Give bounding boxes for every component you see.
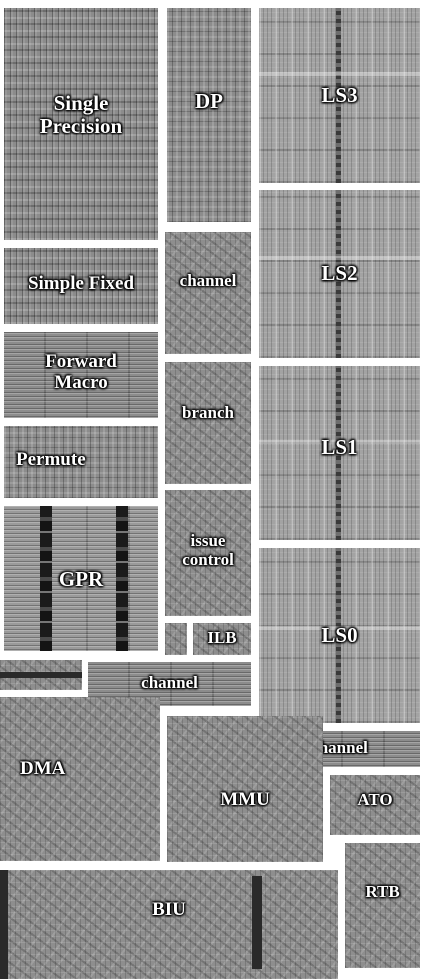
block-ls3: LS3 — [259, 8, 420, 183]
block-channel-left-stub — [0, 660, 82, 690]
ls3-band — [259, 72, 420, 76]
block-ilb-neighbor — [165, 623, 187, 655]
label-dp: DP — [195, 89, 223, 113]
label-channel-middle: channel — [141, 673, 198, 692]
block-dma: DMA — [0, 697, 160, 861]
ls0-band — [259, 626, 420, 630]
label-rtb: RTB — [365, 882, 400, 901]
label-mmu: MMU — [220, 789, 270, 810]
biu-dark-strip-2 — [252, 876, 262, 969]
label-ato: ATO — [357, 790, 393, 809]
label-simple-fixed: Simple Fixed — [27, 273, 135, 294]
label-gpr: GPR — [58, 567, 104, 591]
stub-dark-strip — [0, 672, 82, 678]
block-dp: DP — [167, 8, 251, 222]
biu-dark-strip-1 — [0, 870, 8, 979]
block-ls2: LS2 — [259, 190, 420, 358]
label-permute: Permute — [16, 449, 86, 470]
block-rtb: RTB — [345, 843, 420, 968]
gpr-column-left — [40, 506, 52, 651]
block-ato: ATO — [330, 775, 420, 835]
block-ilb: ILB — [193, 623, 251, 655]
ls2-band — [259, 256, 420, 260]
block-ls1: LS1 — [259, 366, 420, 540]
label-ilb: ILB — [207, 628, 237, 647]
gpr-column-right — [116, 506, 128, 651]
block-biu: BIU — [0, 870, 338, 979]
block-forward-macro: Forward Macro — [4, 332, 158, 418]
block-ls0: LS0 — [259, 548, 420, 723]
ls2-spine — [336, 190, 342, 358]
label-forward-macro: Forward Macro — [45, 351, 117, 393]
label-single-precision: Single Precision — [39, 91, 123, 139]
ls3-spine — [336, 8, 342, 183]
ls1-spine — [336, 366, 342, 540]
block-branch: branch — [165, 362, 251, 484]
block-single-precision: Single Precision — [4, 8, 158, 240]
block-simple-fixed: Simple Fixed — [4, 248, 158, 324]
label-channel-upper: channel — [179, 271, 237, 290]
block-channel-upper: channel — [165, 232, 251, 354]
block-gpr: GPR — [4, 506, 158, 651]
block-issue-control: issue control — [165, 490, 251, 616]
block-mmu: MMU — [167, 716, 323, 862]
block-permute: Permute — [4, 426, 158, 498]
ls0-spine — [336, 548, 342, 723]
ls1-band — [259, 440, 420, 444]
label-dma: DMA — [20, 758, 66, 779]
label-issue-control: issue control — [182, 531, 234, 569]
label-biu: BIU — [152, 899, 186, 920]
label-branch: branch — [182, 403, 234, 422]
